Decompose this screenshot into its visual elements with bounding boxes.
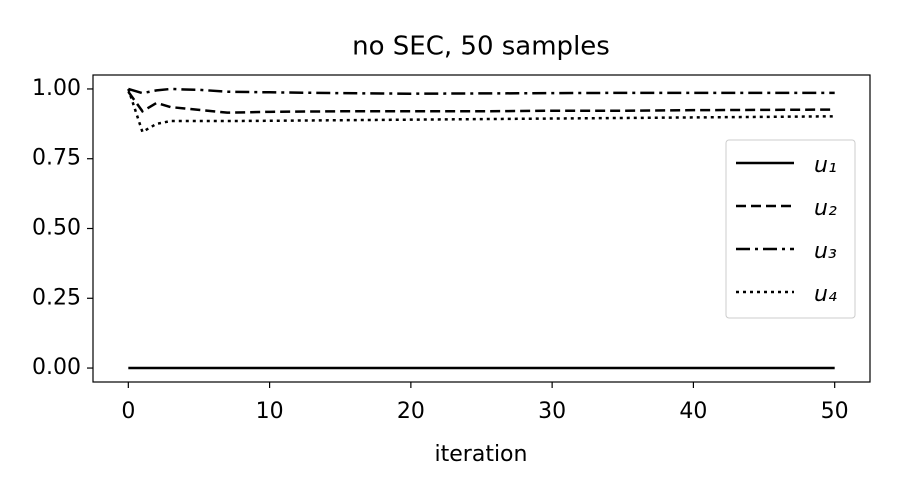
y-tick-label: 0.25 — [32, 285, 81, 310]
series-line — [127, 87, 835, 95]
y-tick-label: 1.00 — [32, 76, 81, 101]
series-line — [127, 91, 835, 114]
x-tick-label: 30 — [538, 399, 566, 424]
legend-label: u₂ — [814, 196, 837, 221]
series-line — [127, 88, 835, 134]
x-axis-label: iteration — [435, 442, 528, 467]
x-tick-label: 50 — [821, 399, 849, 424]
legend-box — [725, 139, 856, 319]
chart-title: no SEC, 50 samples — [352, 32, 610, 62]
x-tick-label: 40 — [679, 399, 707, 424]
x-tick-label: 20 — [397, 399, 425, 424]
legend-label: u₄ — [814, 282, 837, 307]
x-tick-label: 0 — [121, 399, 135, 424]
y-tick-label: 0.50 — [32, 216, 81, 241]
y-tick-label: 0.75 — [32, 146, 81, 171]
legend-label: u₁ — [814, 153, 837, 178]
y-tick-label: 0.00 — [32, 355, 81, 380]
legend-label: u₃ — [814, 239, 837, 264]
x-tick-label: 10 — [256, 399, 284, 424]
